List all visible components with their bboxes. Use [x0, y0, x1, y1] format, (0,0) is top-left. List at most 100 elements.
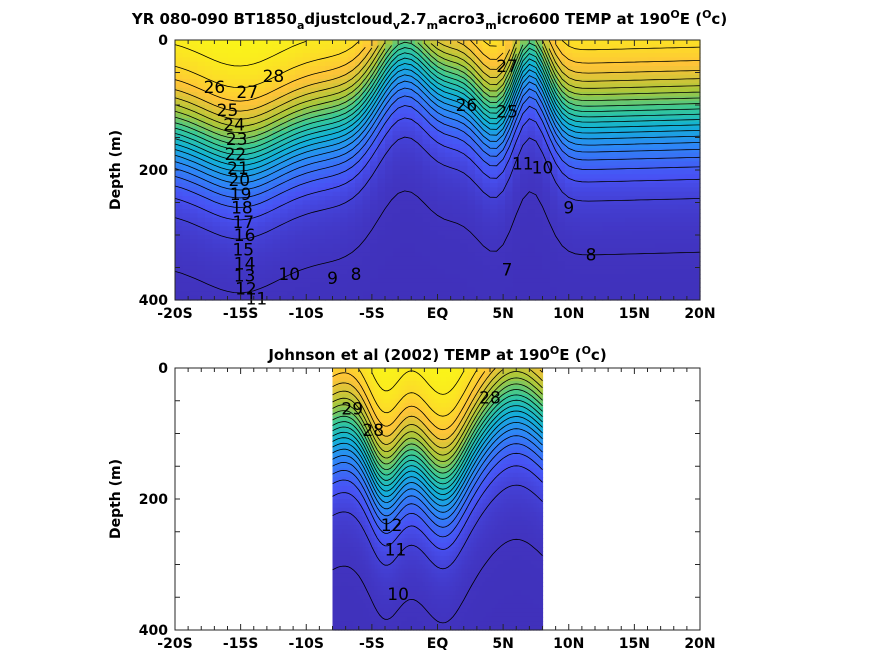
contour-line-12 [174, 87, 701, 191]
contour-line-18 [174, 52, 701, 156]
contour-label: 10 [278, 265, 300, 285]
contour-line-17 [332, 405, 543, 490]
contour-line-25 [174, 40, 701, 112]
contour-label: 14 [234, 255, 256, 275]
contour-line-24 [332, 368, 543, 449]
x-tick-label: 15N [619, 306, 650, 322]
x-tick-label: -10S [289, 306, 324, 322]
contour-line-22 [332, 377, 543, 462]
contour-label: 7 [502, 260, 513, 280]
contour-line-23 [332, 371, 543, 456]
y-tick-label: 0 [158, 361, 168, 377]
y-tick-label: 400 [139, 623, 168, 639]
y-axis: 0 200 400 [139, 33, 700, 309]
contour-line-17 [174, 57, 701, 161]
contour-line-26 [332, 371, 486, 431]
contour-label: 18 [231, 199, 253, 219]
contour-line-11 [174, 95, 701, 199]
temperature-field [332, 368, 544, 631]
contour-line-20 [174, 41, 701, 145]
contour-label: 17 [232, 213, 254, 233]
contour-label: 29 [341, 400, 363, 420]
contour-label: 19 [230, 185, 252, 205]
contour-line-13 [174, 80, 701, 184]
y-axis-label: Depth (m) [108, 459, 124, 539]
contour-lines [332, 368, 543, 624]
x-tick-label: 5N [492, 306, 513, 322]
contour-line-16 [332, 410, 543, 496]
contour-label: 10 [532, 158, 554, 178]
contour-line-23 [174, 39, 701, 127]
contour-label: 15 [232, 240, 254, 260]
contour-label: 26 [456, 96, 478, 116]
contour-line-24 [174, 40, 701, 120]
contour-line-28 [371, 370, 465, 395]
contour-label: 20 [228, 171, 250, 191]
contour-line-11 [332, 443, 543, 528]
contour-label: 11 [512, 155, 534, 175]
contour-line-7 [174, 190, 701, 294]
contour-line-22 [174, 42, 701, 134]
contour-line-21 [174, 40, 701, 140]
contour-line-16 [174, 63, 701, 166]
contour-line-8 [332, 484, 543, 570]
contour-label: 13 [234, 266, 256, 286]
x-tick-label: -5S [359, 306, 385, 322]
contour-line-15 [332, 416, 543, 501]
x-tick-label: -20S [157, 636, 192, 652]
contour-label: 25 [496, 103, 518, 123]
contour-line-20 [332, 389, 543, 474]
x-tick-label: -5S [359, 636, 385, 652]
contour-line-15 [174, 68, 701, 172]
contour-line-18 [332, 399, 543, 485]
contour-label: 11 [385, 540, 407, 560]
contour-label: 8 [586, 246, 597, 266]
contour-label: 23 [226, 130, 248, 150]
contour-label: 21 [227, 159, 249, 179]
contour-label: 9 [327, 269, 338, 289]
contour-line-26 [174, 39, 701, 102]
x-tick-label: 10N [553, 636, 584, 652]
contour-line-21 [332, 383, 543, 468]
chart-title: YR 080-090 BT1850adjustcloudv2.7macro3mi… [131, 8, 727, 32]
contour-label: 28 [479, 389, 501, 409]
x-axis: -20S -15S -10S -5S EQ 5N 10N 15N 20N [157, 40, 716, 322]
contour-line-9 [332, 465, 543, 550]
chart-title: Johnson et al (2002) TEMP at 190OE (Oc) [267, 344, 606, 364]
x-tick-label: -10S [289, 636, 324, 652]
contour-line-19 [174, 47, 701, 151]
contour-line-27 [358, 368, 478, 417]
contour-lines [174, 39, 701, 294]
contour-label: 12 [381, 516, 403, 536]
x-axis: -20S -15S -10S -5S EQ 5N 10N 15N 20N [157, 368, 716, 652]
contour-label: 28 [263, 67, 285, 87]
contour-line-14 [174, 74, 701, 178]
y-tick-label: 200 [139, 492, 168, 508]
contour-line-25 [332, 368, 543, 441]
contour-line-10 [174, 105, 701, 208]
x-tick-label: 5N [492, 636, 513, 652]
contour-line-14 [332, 421, 543, 507]
contour-line-19 [332, 394, 543, 479]
x-tick-label: 20N [684, 306, 715, 322]
x-tick-label: -15S [223, 636, 258, 652]
contour-label: 9 [563, 199, 574, 219]
contour-label: 26 [204, 78, 226, 98]
x-tick-label: 10N [553, 306, 584, 322]
contour-line-28 [174, 40, 307, 67]
contour-label: 27 [496, 57, 518, 77]
x-tick-label: 20N [684, 636, 715, 652]
contour-line-7 [332, 538, 543, 624]
x-tick-label: -20S [157, 306, 192, 322]
contour-line-8 [174, 136, 701, 240]
temperature-field [175, 40, 701, 301]
y-axis: 0 200 400 [139, 361, 700, 639]
contour-line-9 [174, 117, 701, 221]
contour-label: 10 [387, 585, 409, 605]
y-axis-label: Depth (m) [108, 130, 124, 210]
x-tick-label: EQ [427, 636, 449, 652]
